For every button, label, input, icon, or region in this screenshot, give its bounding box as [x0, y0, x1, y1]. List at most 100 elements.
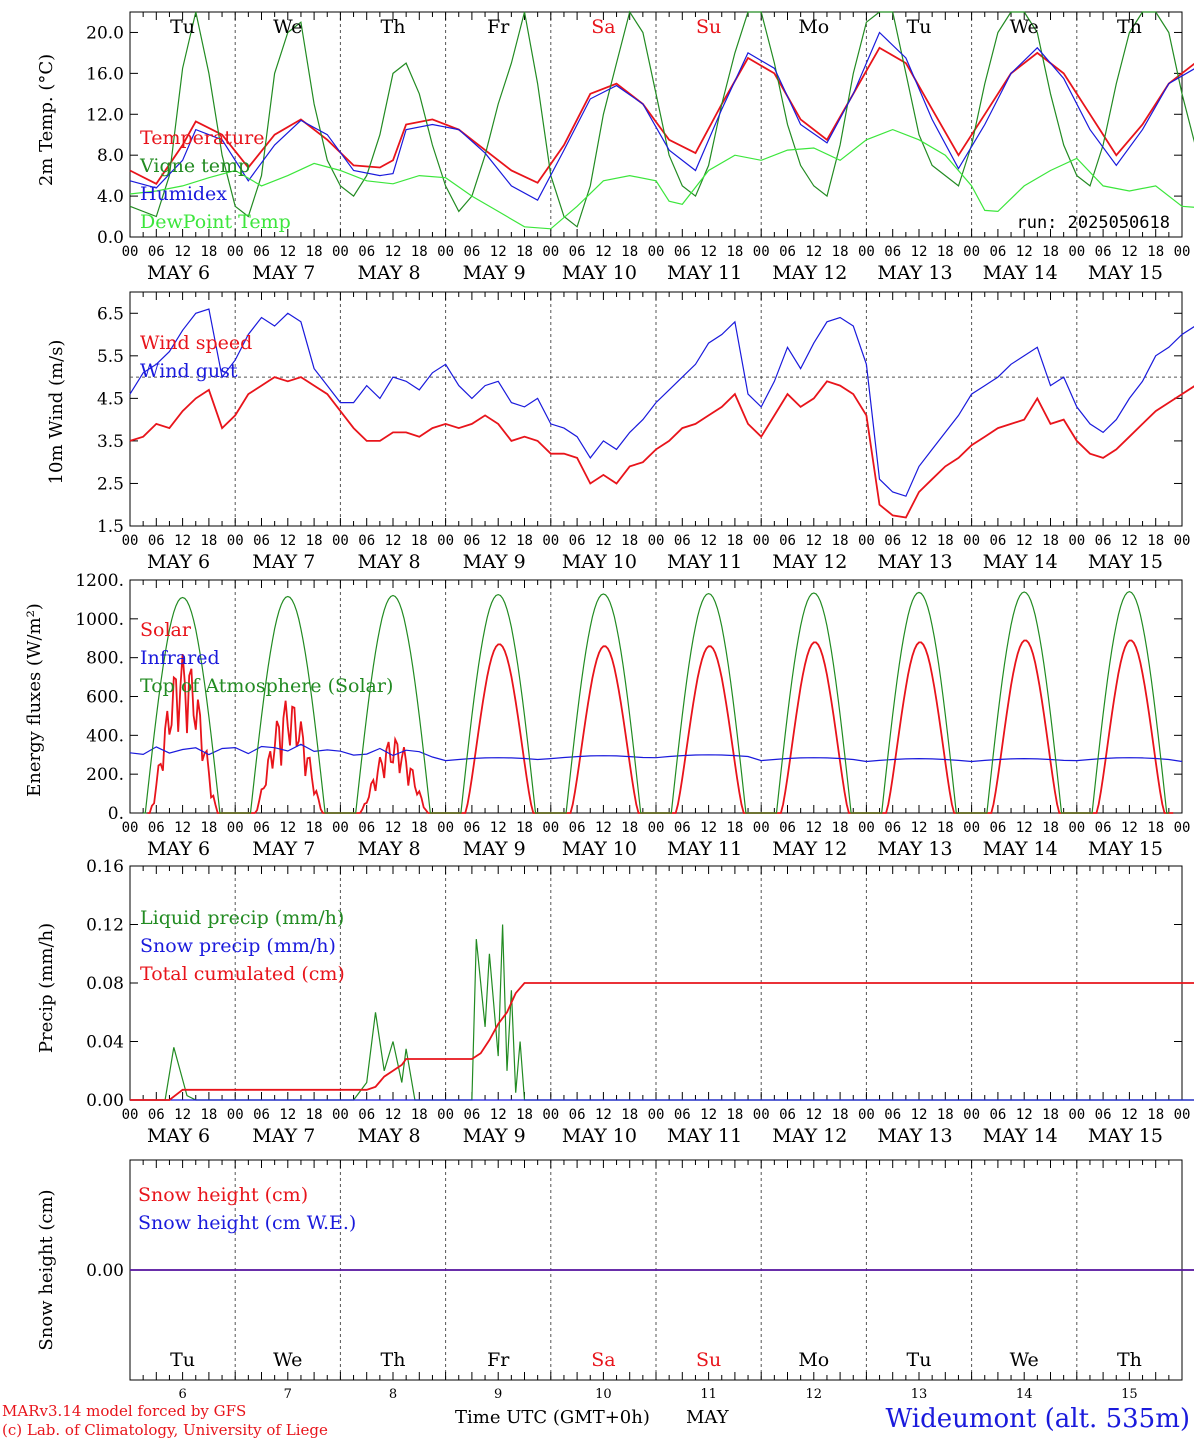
hour-label: 06 [884, 820, 901, 836]
date-label: MAY 9 [463, 262, 526, 284]
hour-label: 06 [674, 820, 691, 836]
hour-label: 18 [832, 244, 849, 260]
hour-label: 12 [174, 533, 191, 549]
hour-label: 12 [700, 244, 717, 260]
hour-label: 12 [700, 1107, 717, 1123]
precip-panel: Precip (mm/h) 0.00 0.04 0.08 0.12 0.16 00 06 12… [36, 857, 1194, 1147]
hour-label: 12 [1121, 244, 1138, 260]
hour-label: 12 [490, 244, 507, 260]
hour-label: 00 [332, 244, 349, 260]
hour-label: 00 [1174, 1107, 1191, 1123]
hour-label: 06 [989, 1107, 1006, 1123]
hour-label: 18 [726, 533, 743, 549]
day-number-label: 12 [806, 1387, 823, 1402]
day-name-label: Tu [907, 1349, 932, 1371]
plot-frame [129, 11, 1183, 238]
hour-label: 12 [805, 1107, 822, 1123]
series-line-blue [129, 308, 1194, 497]
hour-label: 06 [253, 244, 270, 260]
hour-label: 12 [1016, 820, 1033, 836]
hour-label: 06 [358, 1107, 375, 1123]
hour-label: 12 [805, 244, 822, 260]
hour-label: 18 [621, 533, 638, 549]
legend-entry: Total cumulated (cm) [140, 963, 345, 985]
date-label: MAY 12 [772, 1125, 847, 1147]
legend-entry: DewPoint Temp [140, 211, 291, 233]
copyright: (c) Lab. of Climatology, University of L… [2, 1421, 328, 1439]
day-name-label: Th [1117, 1349, 1142, 1371]
series-line-red [129, 46, 1194, 185]
hour-label: 00 [437, 533, 454, 549]
hour-label: 06 [884, 1107, 901, 1123]
hour-label: 00 [1068, 533, 1085, 549]
wind-panel: 10m Wind (m/s) 1.5 2.5 3.5 4.5 5.5 6.5 00 06 12 1… [46, 291, 1194, 573]
legend-entry: Infrared [140, 647, 220, 669]
legend-entry: Snow height (cm) [138, 1184, 308, 1206]
day-name-label: We [1010, 16, 1039, 38]
y-tick-label: 4.5 [97, 389, 124, 409]
day-name-label: Fr [487, 1349, 510, 1371]
date-label: MAY 11 [667, 262, 742, 284]
date-label: MAY 9 [463, 838, 526, 860]
hour-label: 18 [937, 1107, 954, 1123]
hour-label: 18 [411, 820, 428, 836]
hour-label: 12 [911, 533, 928, 549]
legend-entry: Wind gust [140, 360, 238, 382]
date-label: MAY 6 [147, 551, 210, 573]
hour-label: 00 [963, 1107, 980, 1123]
legend-entry: Snow height (cm W.E.) [138, 1212, 356, 1234]
hour-label: 18 [306, 820, 323, 836]
energy-ylabel: Energy fluxes (W/m²) [24, 603, 45, 797]
hour-label: 06 [148, 244, 165, 260]
y-tick-label: 0. [108, 804, 124, 824]
y-tick-label: 2.5 [97, 474, 124, 494]
hour-label: 12 [279, 244, 296, 260]
day-number-label: 14 [1016, 1387, 1033, 1402]
date-label: MAY 15 [1088, 1125, 1163, 1147]
date-label: MAY 13 [877, 1125, 952, 1147]
date-label: MAY 8 [357, 838, 420, 860]
hour-label: 00 [542, 244, 559, 260]
date-label: MAY 6 [147, 1125, 210, 1147]
hour-label: 12 [1016, 533, 1033, 549]
y-tick-label: 0.00 [86, 1261, 124, 1281]
hour-label: 06 [148, 1107, 165, 1123]
hour-label: 12 [1016, 1107, 1033, 1123]
hour-label: 00 [963, 820, 980, 836]
date-label: MAY 12 [772, 838, 847, 860]
time-axis-title: Time UTC (GMT+0h) [455, 1407, 650, 1428]
date-label: MAY 9 [463, 1125, 526, 1147]
hour-label: 18 [621, 1107, 638, 1123]
hour-label: 06 [1095, 820, 1112, 836]
legend-entry: Top of Atmosphere (Solar) [140, 675, 393, 697]
hour-label: 06 [1095, 533, 1112, 549]
hour-label: 06 [884, 533, 901, 549]
hour-label: 12 [385, 244, 402, 260]
hour-label: 06 [779, 1107, 796, 1123]
date-label: MAY 13 [877, 262, 952, 284]
legend-entry: Vigne temp [139, 155, 250, 177]
hour-label: 00 [1174, 244, 1191, 260]
date-label: MAY 10 [562, 551, 637, 573]
hour-label: 18 [621, 244, 638, 260]
date-label: MAY 13 [877, 551, 952, 573]
hour-label: 18 [516, 1107, 533, 1123]
hour-label: 00 [648, 1107, 665, 1123]
hour-label: 18 [1147, 244, 1164, 260]
date-label: MAY 10 [562, 1125, 637, 1147]
hour-label: 12 [1121, 533, 1138, 549]
hour-label: 00 [227, 820, 244, 836]
hour-label: 00 [1068, 820, 1085, 836]
date-label: MAY 7 [252, 551, 315, 573]
hour-label: 18 [306, 533, 323, 549]
date-label: MAY 9 [463, 551, 526, 573]
hour-label: 18 [200, 244, 217, 260]
date-label: MAY 15 [1088, 551, 1163, 573]
hour-label: 06 [253, 533, 270, 549]
day-name-label: We [273, 1349, 302, 1371]
day-name-label: Th [381, 16, 406, 38]
hour-label: 18 [937, 533, 954, 549]
hour-label: 06 [463, 1107, 480, 1123]
hour-label: 00 [753, 533, 770, 549]
